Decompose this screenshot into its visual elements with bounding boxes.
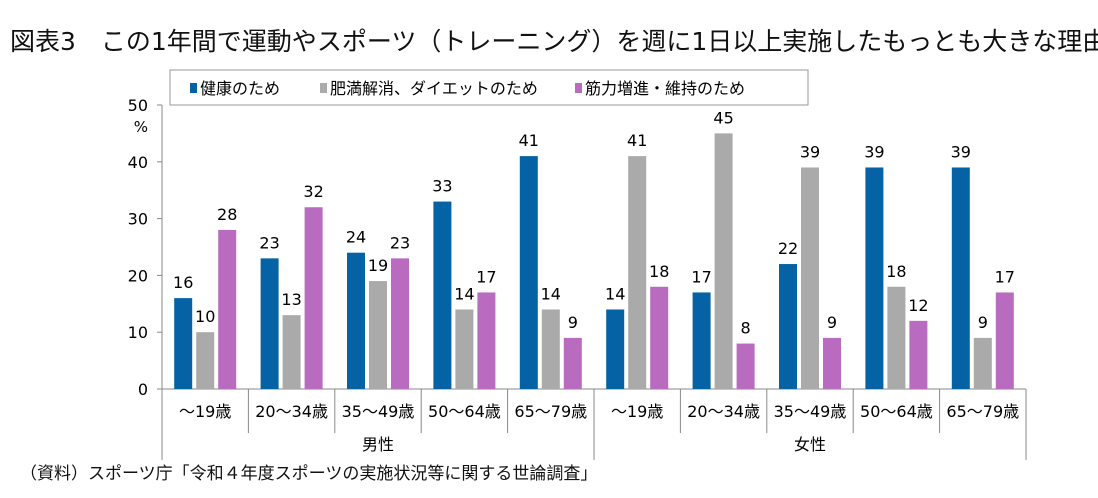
y-axis-unit: % (134, 118, 148, 136)
data-label: 9 (978, 313, 988, 332)
bar (650, 286, 669, 389)
category-label: 20～34歳 (255, 402, 328, 421)
bar (973, 337, 992, 389)
data-label: 39 (864, 142, 884, 161)
legend-label: 肥満解消、ダイエットのため (330, 79, 538, 98)
bar (304, 207, 323, 389)
legend (169, 69, 809, 106)
data-label: 17 (995, 267, 1015, 286)
data-label: 13 (281, 290, 301, 309)
data-label: 14 (605, 284, 625, 303)
data-label: 19 (368, 256, 388, 275)
bar (369, 281, 387, 389)
y-tick-label: 50 (128, 96, 148, 115)
bar (196, 332, 215, 389)
data-label: 14 (454, 284, 474, 303)
legend-swatch (575, 83, 582, 93)
data-label: 9 (827, 313, 837, 332)
data-label: 18 (649, 262, 669, 281)
data-label: 45 (713, 108, 733, 127)
bar (174, 298, 193, 389)
source-note: （資料）スポーツ庁「令和４年度スポーツの実施状況等に関する世論調査」 (20, 464, 598, 484)
bar (692, 292, 711, 389)
bar (865, 167, 884, 389)
bar (260, 258, 279, 389)
y-tick-label: 0 (138, 380, 148, 399)
data-label: 41 (519, 131, 539, 150)
data-label: 8 (741, 319, 751, 338)
y-tick-label: 10 (128, 323, 148, 342)
data-label: 23 (390, 233, 410, 252)
data-label: 16 (173, 273, 193, 292)
data-label: 24 (346, 228, 366, 247)
data-label: 41 (627, 131, 647, 150)
bar (282, 315, 301, 389)
data-label: 12 (908, 296, 928, 315)
bar (823, 337, 841, 389)
data-label: 17 (691, 267, 711, 286)
chart-title: 図表3 この1年間で運動やスポーツ（トレーニング）を週に1日以上実施したもっとも… (10, 27, 1098, 56)
legend-label: 健康のため (200, 79, 280, 98)
group-label: 男性 (362, 435, 394, 454)
category-label: 65～79歳 (946, 402, 1019, 421)
data-label: 39 (951, 142, 971, 161)
category-label: 50～64歳 (428, 402, 501, 421)
bar (433, 201, 452, 389)
bar (455, 309, 474, 389)
legend-swatch (190, 83, 197, 93)
bar (606, 309, 625, 389)
bar (628, 156, 647, 389)
legend-label: 筋力増進・維持のため (585, 79, 745, 98)
legend-swatch (320, 83, 327, 93)
bar (736, 343, 755, 389)
data-label: 39 (800, 142, 820, 161)
y-tick-label: 20 (128, 266, 148, 285)
data-label: 10 (195, 307, 215, 326)
bar (995, 292, 1014, 389)
data-label: 9 (568, 313, 578, 332)
bar (541, 309, 560, 389)
y-tick-label: 30 (128, 210, 148, 229)
bar (887, 286, 906, 389)
bar (477, 292, 496, 389)
data-label: 22 (778, 239, 798, 258)
data-label: 14 (541, 284, 561, 303)
bar (779, 264, 797, 389)
data-label: 18 (886, 262, 906, 281)
bar (218, 229, 237, 389)
data-label: 28 (217, 205, 237, 224)
category-label: 20～34歳 (687, 402, 760, 421)
bar (519, 156, 538, 389)
bar (347, 252, 365, 389)
category-label: ～19歳 (179, 402, 231, 421)
bar (563, 337, 582, 389)
bar (801, 167, 819, 389)
group-label: 女性 (794, 435, 826, 454)
y-tick-label: 40 (128, 153, 148, 172)
data-label: 17 (476, 267, 496, 286)
bar (951, 167, 970, 389)
category-label: ～19歳 (611, 402, 663, 421)
bar (714, 133, 733, 389)
bar (909, 320, 928, 389)
data-label: 33 (432, 177, 452, 196)
data-label: 23 (259, 233, 279, 252)
category-label: 65～79歳 (514, 402, 587, 421)
data-label: 32 (303, 182, 323, 201)
category-label: 50～64歳 (860, 402, 933, 421)
bar (391, 258, 409, 389)
category-label: 35～49歳 (342, 402, 415, 421)
category-label: 35～49歳 (774, 402, 847, 421)
